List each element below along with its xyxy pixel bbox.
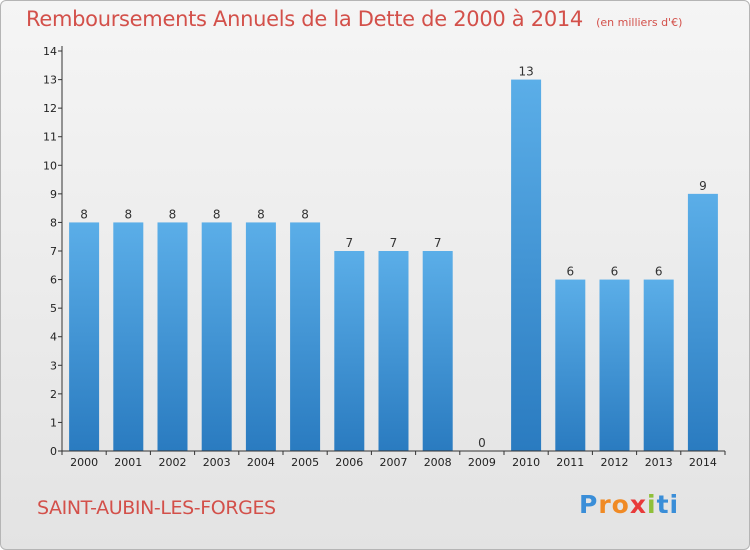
y-tick-label-10: 10	[43, 159, 57, 172]
data-label-2001: 8	[124, 207, 132, 221]
data-label-2008: 7	[434, 236, 442, 250]
data-label-2007: 7	[390, 236, 398, 250]
axes-group: 2000 2001 2002 2003 2004 2005 2006 2007 2008 2009…	[43, 45, 726, 469]
x-tick-label-2012: 2012	[601, 456, 629, 469]
y-tick-label-3: 3	[50, 359, 57, 372]
logo-letter: ti	[656, 490, 680, 519]
bar-2014	[687, 193, 718, 451]
chart-title: Remboursements Annuels de la Dette de 20…	[26, 7, 583, 31]
y-tick-label-0: 0	[50, 445, 57, 458]
bar-2004	[245, 222, 276, 451]
bar-2001	[113, 222, 144, 451]
bar-2006	[334, 251, 365, 451]
y-tick-label-9: 9	[50, 188, 57, 201]
x-tick-label-2006: 2006	[335, 456, 363, 469]
x-tick-label-2014: 2014	[689, 456, 717, 469]
proxiti-logo[interactable]: Proxiti	[579, 490, 679, 519]
title-row: Remboursements Annuels de la Dette de 20…	[26, 7, 682, 31]
y-tick-label-2: 2	[50, 388, 57, 401]
y-tick-label-13: 13	[43, 74, 57, 87]
data-label-2005: 8	[301, 207, 309, 221]
bars-group	[69, 79, 718, 452]
data-label-2014: 9	[699, 179, 707, 193]
logo-letter: i	[647, 490, 657, 519]
data-label-2009: 0	[478, 436, 486, 450]
bar-2010	[511, 79, 542, 452]
bar-2007	[378, 251, 409, 451]
y-tick-label-7: 7	[50, 245, 57, 258]
logo-letter: P	[579, 490, 599, 519]
y-tick-label-11: 11	[43, 131, 57, 144]
x-tick-label-2007: 2007	[380, 456, 408, 469]
bar-2008	[422, 251, 453, 451]
bar-2003	[201, 222, 232, 451]
x-tick-label-2008: 2008	[424, 456, 452, 469]
y-tick-label-8: 8	[50, 216, 57, 229]
data-label-2010: 13	[518, 65, 533, 79]
data-label-2013: 6	[655, 265, 663, 279]
y-tick-label-1: 1	[50, 416, 57, 429]
y-tick-label-4: 4	[50, 331, 57, 344]
logo-letter: x	[629, 490, 647, 519]
data-label-2006: 7	[345, 236, 353, 250]
x-tick-label-2011: 2011	[556, 456, 584, 469]
y-tick-label-6: 6	[50, 274, 57, 287]
x-tick-label-2003: 2003	[203, 456, 231, 469]
logo-letter: o	[611, 490, 630, 519]
y-tick-label-14: 14	[43, 45, 57, 58]
data-label-2003: 8	[213, 207, 221, 221]
x-tick-label-2005: 2005	[291, 456, 319, 469]
y-tick-label-5: 5	[50, 302, 57, 315]
x-tick-label-2002: 2002	[159, 456, 187, 469]
x-tick-label-2004: 2004	[247, 456, 275, 469]
data-label-2011: 6	[566, 265, 574, 279]
data-labels-group: 8 8 8 8 8 8 7 7 7 0 13 6 6 6 9	[80, 65, 706, 450]
data-label-2012: 6	[611, 265, 619, 279]
bar-2005	[290, 222, 321, 451]
data-label-2000: 8	[80, 207, 88, 221]
y-tick-label-12: 12	[43, 102, 57, 115]
x-tick-label-2001: 2001	[114, 456, 142, 469]
chart-subtitle: (en milliers d'€)	[596, 16, 683, 29]
logo-letter: r	[598, 490, 612, 519]
bar-2011	[555, 279, 586, 451]
x-tick-label-2000: 2000	[70, 456, 98, 469]
data-label-2002: 8	[169, 207, 177, 221]
commune-name: SAINT-AUBIN-LES-FORGES	[37, 497, 276, 519]
bar-2002	[157, 222, 188, 451]
data-label-2004: 8	[257, 207, 265, 221]
x-tick-label-2010: 2010	[512, 456, 540, 469]
bar-2000	[69, 222, 100, 451]
x-tick-label-2013: 2013	[645, 456, 673, 469]
bar-2013	[643, 279, 674, 451]
bar-2012	[599, 279, 630, 451]
x-tick-label-2009: 2009	[468, 456, 496, 469]
